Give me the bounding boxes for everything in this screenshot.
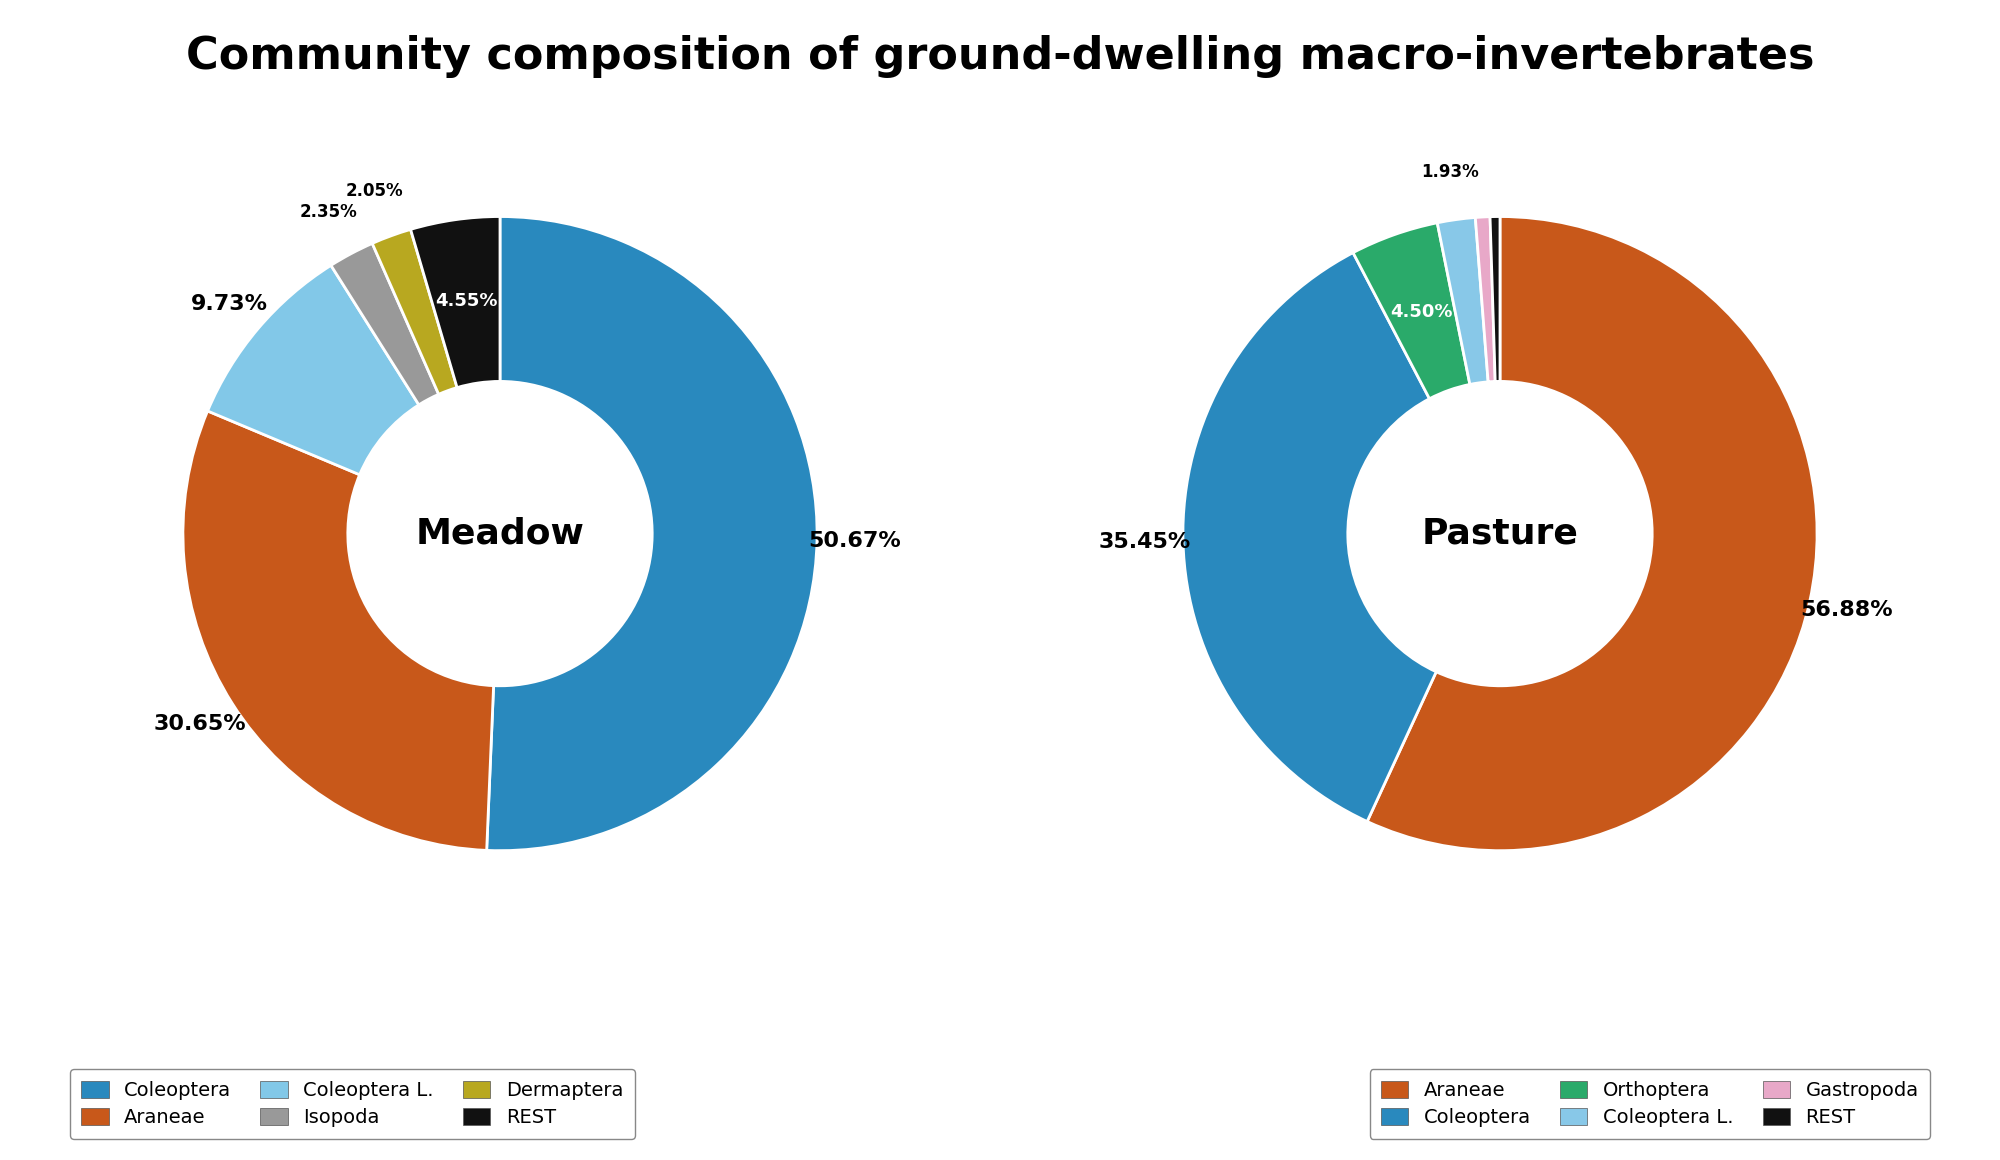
Wedge shape <box>330 244 438 405</box>
Text: 4.55%: 4.55% <box>436 292 498 311</box>
Text: 9.73%: 9.73% <box>190 295 268 314</box>
Wedge shape <box>410 217 500 387</box>
Wedge shape <box>1182 253 1436 821</box>
Text: Meadow: Meadow <box>416 516 584 551</box>
Text: 1.93%: 1.93% <box>1420 164 1478 181</box>
Wedge shape <box>1368 217 1818 850</box>
Wedge shape <box>486 217 818 850</box>
Legend: Coleoptera, Araneae, Coleoptera L., Isopoda, Dermaptera, REST: Coleoptera, Araneae, Coleoptera L., Isop… <box>70 1068 634 1139</box>
Text: 2.35%: 2.35% <box>300 203 358 220</box>
Text: 50.67%: 50.67% <box>808 531 902 551</box>
Text: 4.50%: 4.50% <box>1390 304 1452 321</box>
Wedge shape <box>1476 217 1496 382</box>
Wedge shape <box>372 230 458 394</box>
Wedge shape <box>1490 217 1500 382</box>
Text: 56.88%: 56.88% <box>1800 600 1894 619</box>
Legend: Araneae, Coleoptera, Orthoptera, Coleoptera L., Gastropoda, REST: Araneae, Coleoptera, Orthoptera, Coleopt… <box>1370 1068 1930 1139</box>
Text: 2.05%: 2.05% <box>346 182 404 201</box>
Wedge shape <box>1354 223 1470 399</box>
Wedge shape <box>208 266 418 474</box>
Text: 35.45%: 35.45% <box>1098 532 1192 552</box>
Text: Community composition of ground-dwelling macro-invertebrates: Community composition of ground-dwelling… <box>186 35 1814 78</box>
Text: Pasture: Pasture <box>1422 516 1578 551</box>
Wedge shape <box>182 411 494 850</box>
Text: 30.65%: 30.65% <box>154 713 246 734</box>
Wedge shape <box>1438 217 1488 384</box>
